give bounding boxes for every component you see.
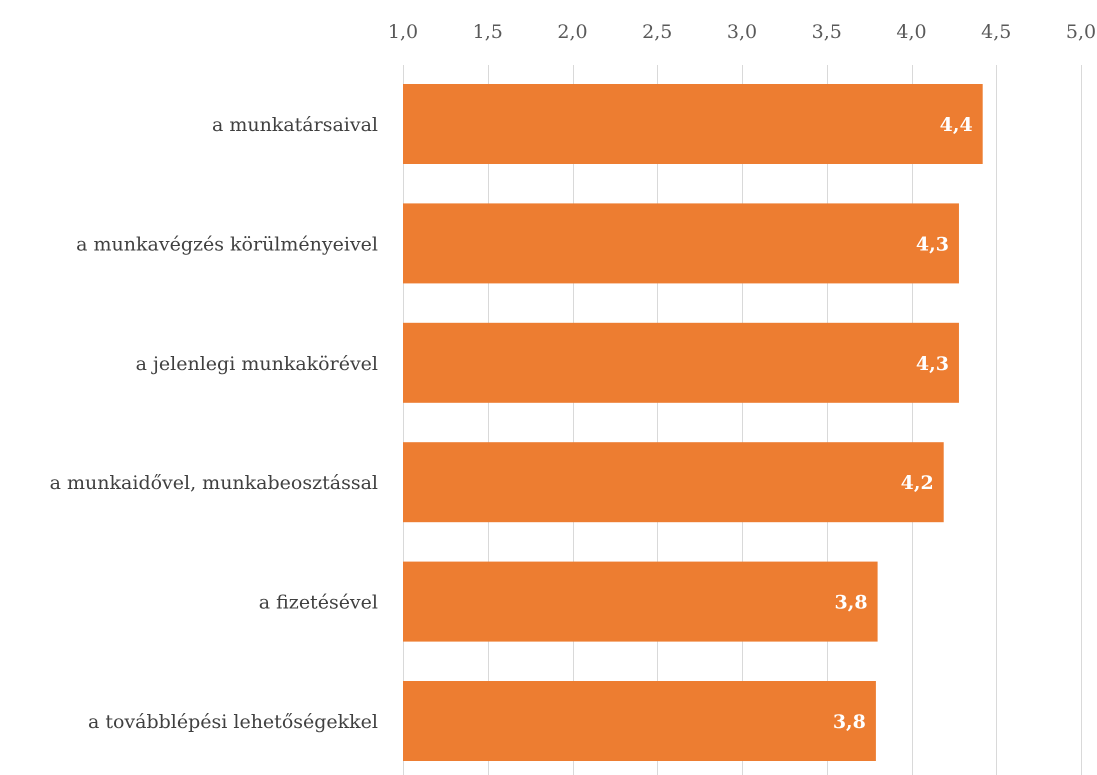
data-label: 4,3 [916,353,949,375]
x-tick-label: 1,0 [388,21,418,43]
data-label: 4,3 [916,233,949,255]
x-tick-label: 1,5 [473,21,503,43]
bar [403,681,876,761]
gridlines [403,65,1082,775]
x-tick-label: 4,0 [896,21,926,43]
bar [403,203,959,284]
x-tick-label: 3,0 [727,21,757,43]
x-axis-tick-labels: 1,0 1,5 2,0 2,5 3,0 3,5 4,0 4,5 5,0 [388,21,1096,43]
category-label: a munkaidővel, munkabeosztással [50,472,378,494]
data-label: 3,8 [833,711,866,733]
category-label: a továbblépési lehetőségekkel [88,711,378,733]
x-tick-label: 4,5 [981,21,1011,43]
x-tick-label: 2,0 [557,21,587,43]
category-label: a munkavégzés körülményeivel [76,233,378,255]
bar [403,442,944,523]
data-label: 4,4 [940,114,973,136]
bars [403,84,983,761]
category-label: a fizetésével [259,592,378,614]
data-label: 4,2 [901,472,934,494]
data-label: 3,8 [835,592,868,614]
x-tick-label: 3,5 [812,21,842,43]
bar [403,561,878,642]
category-labels: a munkatársaival a munkavégzés körülménye… [50,114,378,733]
x-tick-label: 2,5 [642,21,672,43]
x-tick-label: 5,0 [1066,21,1096,43]
category-label: a munkatársaival [212,114,378,136]
data-labels: 4,4 4,3 4,3 4,2 3,8 3,8 [833,114,973,733]
category-label: a jelenlegi munkakörével [136,353,378,375]
bar [403,84,983,164]
bar [403,322,959,403]
